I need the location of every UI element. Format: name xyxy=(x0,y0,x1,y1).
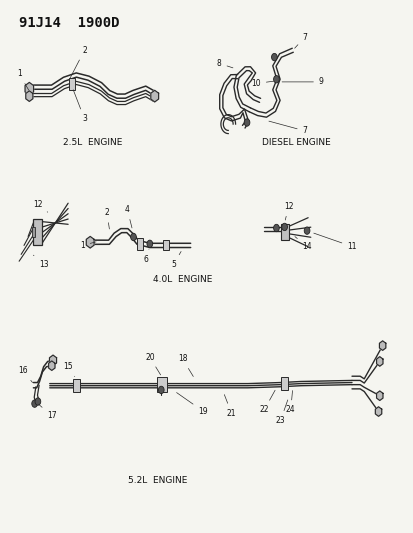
Text: DIESEL ENGINE: DIESEL ENGINE xyxy=(262,138,330,147)
Text: 2: 2 xyxy=(69,46,87,79)
Text: 19: 19 xyxy=(176,393,207,416)
Text: 6: 6 xyxy=(143,249,149,264)
Polygon shape xyxy=(86,237,94,248)
Polygon shape xyxy=(376,357,382,366)
Circle shape xyxy=(35,398,40,405)
Text: 12: 12 xyxy=(283,202,293,220)
Text: 15: 15 xyxy=(63,362,75,376)
Text: 2: 2 xyxy=(104,208,109,229)
Bar xyxy=(157,377,167,392)
Polygon shape xyxy=(150,90,158,102)
Bar xyxy=(136,238,142,249)
Text: 20: 20 xyxy=(145,353,160,375)
Polygon shape xyxy=(379,341,385,350)
Polygon shape xyxy=(25,83,33,95)
Circle shape xyxy=(147,240,152,247)
Text: 17: 17 xyxy=(39,405,57,420)
Bar xyxy=(32,227,36,238)
Polygon shape xyxy=(26,91,33,101)
Bar xyxy=(69,78,75,90)
Text: 9: 9 xyxy=(281,77,323,86)
Text: 3: 3 xyxy=(73,90,87,123)
Text: 4: 4 xyxy=(125,205,132,228)
Text: 22: 22 xyxy=(259,390,274,415)
Text: 8: 8 xyxy=(216,59,233,68)
Bar xyxy=(163,240,169,250)
Text: 5: 5 xyxy=(171,252,180,269)
Text: 24: 24 xyxy=(285,391,295,415)
Circle shape xyxy=(271,53,277,61)
Text: 7: 7 xyxy=(294,33,307,48)
Text: 16: 16 xyxy=(18,366,32,383)
Text: 12: 12 xyxy=(33,200,47,212)
Circle shape xyxy=(32,400,38,407)
Text: 11: 11 xyxy=(313,233,356,251)
Text: 1: 1 xyxy=(80,241,96,250)
Text: 1: 1 xyxy=(17,69,28,90)
Text: 14: 14 xyxy=(294,237,311,251)
Text: 21: 21 xyxy=(224,394,236,418)
Polygon shape xyxy=(48,361,55,370)
Polygon shape xyxy=(375,407,381,416)
Text: 91J14  1900D: 91J14 1900D xyxy=(19,16,119,30)
Text: 5.2L  ENGINE: 5.2L ENGINE xyxy=(128,475,187,484)
Text: 10: 10 xyxy=(251,79,273,88)
Text: 13: 13 xyxy=(33,255,48,269)
Bar xyxy=(280,224,288,240)
Circle shape xyxy=(281,223,287,231)
Circle shape xyxy=(273,76,279,83)
Circle shape xyxy=(131,233,136,241)
Text: 18: 18 xyxy=(177,354,193,376)
Bar xyxy=(73,379,79,392)
Text: 23: 23 xyxy=(275,400,287,425)
Text: 4.0L  ENGINE: 4.0L ENGINE xyxy=(152,275,212,284)
Polygon shape xyxy=(50,355,57,366)
Circle shape xyxy=(244,119,249,126)
Circle shape xyxy=(273,224,279,232)
Circle shape xyxy=(158,386,164,393)
Circle shape xyxy=(304,227,309,235)
Polygon shape xyxy=(376,391,382,400)
Text: 2.5L  ENGINE: 2.5L ENGINE xyxy=(63,138,122,147)
Bar xyxy=(33,219,42,245)
Bar xyxy=(281,377,287,390)
Text: 7: 7 xyxy=(268,121,307,135)
